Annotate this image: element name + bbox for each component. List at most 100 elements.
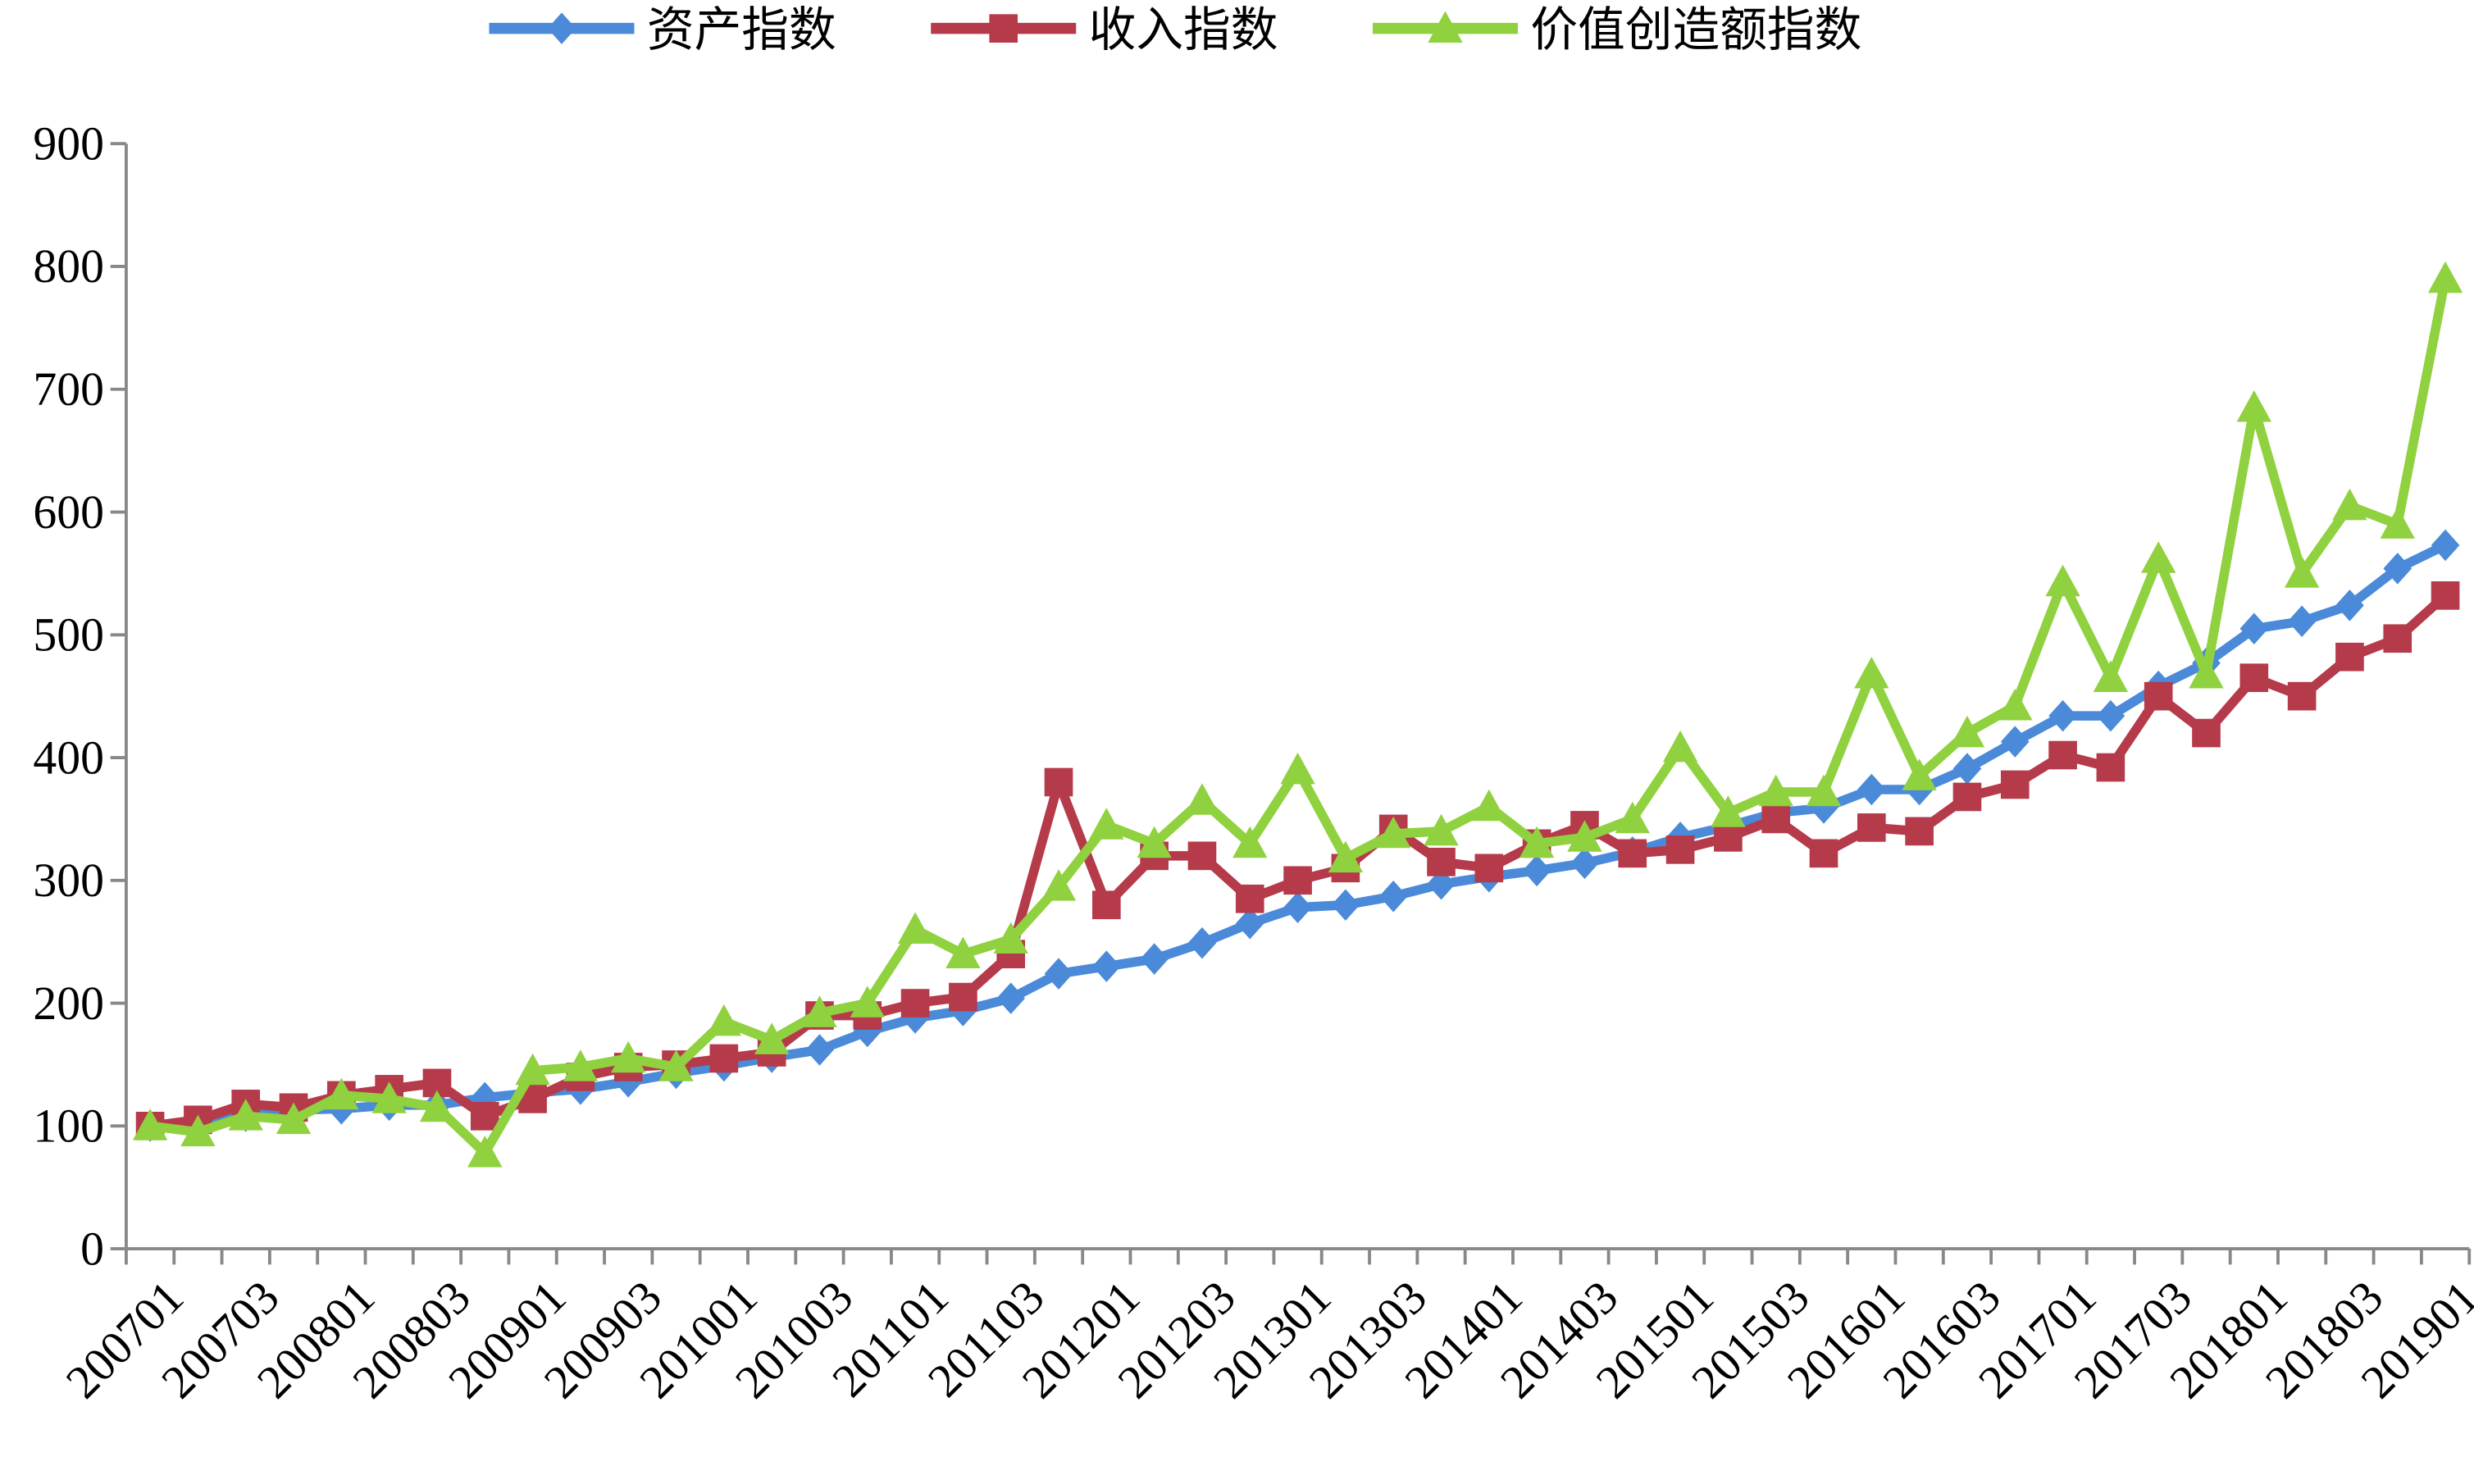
marker (850, 986, 885, 1017)
marker (993, 922, 1028, 954)
marker (1952, 782, 1982, 812)
marker (1137, 826, 1172, 858)
marker (1140, 943, 1169, 975)
y-tick-label: 700 (33, 364, 104, 416)
marker (1376, 816, 1411, 849)
marker (276, 1102, 312, 1135)
marker (1187, 926, 1217, 959)
marker (1761, 804, 1791, 834)
marker (1283, 866, 1312, 895)
marker (2427, 261, 2463, 294)
marker (1232, 826, 1268, 858)
marker (2239, 612, 2269, 645)
marker (371, 1081, 407, 1113)
marker (2096, 699, 2125, 732)
marker (1041, 869, 1077, 901)
marker (2335, 642, 2364, 671)
marker (754, 1022, 790, 1054)
marker (2239, 663, 2269, 693)
marker (1522, 854, 1551, 887)
marker (1618, 839, 1647, 868)
y-tick-label: 900 (33, 118, 104, 170)
y-tick-label: 300 (33, 855, 104, 907)
marker (805, 1034, 834, 1066)
marker (1662, 730, 1698, 762)
marker (1711, 795, 1746, 827)
marker (1474, 854, 1504, 883)
marker (1570, 847, 1599, 880)
marker (2189, 657, 2224, 689)
y-tick-label: 200 (33, 978, 104, 1030)
marker (1283, 891, 1312, 924)
marker (1378, 881, 1408, 913)
marker (1089, 808, 1124, 840)
marker (2431, 529, 2460, 562)
marker (2287, 681, 2317, 711)
marker (2284, 556, 2320, 588)
marker (1567, 820, 1602, 852)
marker (1044, 767, 1073, 797)
marker (515, 1053, 550, 1086)
marker (900, 989, 930, 1017)
marker (2141, 541, 2176, 573)
marker (1092, 950, 1121, 982)
marker (467, 1136, 503, 1168)
marker (1235, 884, 1264, 913)
marker (1092, 890, 1121, 920)
legend-label: 收入指数 (1089, 2, 1278, 57)
legend-marker (547, 12, 576, 44)
marker (2093, 660, 2129, 693)
marker (2000, 726, 2030, 758)
marker (1905, 817, 1934, 846)
marker (470, 1102, 499, 1131)
series-line (149, 592, 2449, 1131)
marker (1187, 841, 1217, 871)
marker (1857, 813, 1886, 842)
marker (2287, 605, 2317, 638)
marker (1998, 688, 2033, 721)
y-tick-label: 400 (33, 732, 104, 784)
marker (897, 912, 933, 945)
marker (2332, 488, 2367, 521)
marker (2096, 753, 2125, 782)
marker (1949, 715, 1985, 748)
marker (2383, 624, 2412, 653)
marker (706, 1004, 741, 1036)
marker (1854, 657, 1889, 689)
marker (2383, 553, 2412, 585)
marker (1809, 839, 1838, 868)
marker (2000, 770, 2030, 799)
marker (324, 1077, 359, 1110)
marker (1519, 826, 1555, 858)
marker (2192, 718, 2221, 748)
marker (2048, 699, 2077, 732)
marker (996, 982, 1026, 1014)
marker (419, 1090, 455, 1122)
marker (945, 936, 981, 968)
marker (1184, 783, 1220, 815)
marker (1424, 813, 1459, 846)
marker (228, 1099, 263, 1131)
y-tick-label: 100 (33, 1101, 104, 1153)
marker (2045, 564, 2080, 597)
marker (2144, 681, 2173, 711)
marker (180, 1114, 216, 1147)
series-line (149, 540, 2448, 1131)
marker (1328, 840, 1364, 873)
legend-marker (989, 14, 1018, 43)
marker (132, 1108, 168, 1140)
marker (1331, 889, 1360, 922)
marker (611, 1040, 646, 1073)
marker (1714, 823, 1743, 852)
marker (2380, 507, 2415, 539)
legend-marker (1428, 11, 1463, 43)
marker (1857, 773, 1886, 806)
marker (1902, 758, 1937, 790)
y-tick-label: 800 (33, 241, 104, 293)
marker (658, 1049, 694, 1081)
marker (1806, 774, 1842, 807)
y-tick-label: 0 (80, 1223, 104, 1275)
marker (1471, 789, 1506, 822)
marker (709, 1044, 739, 1073)
